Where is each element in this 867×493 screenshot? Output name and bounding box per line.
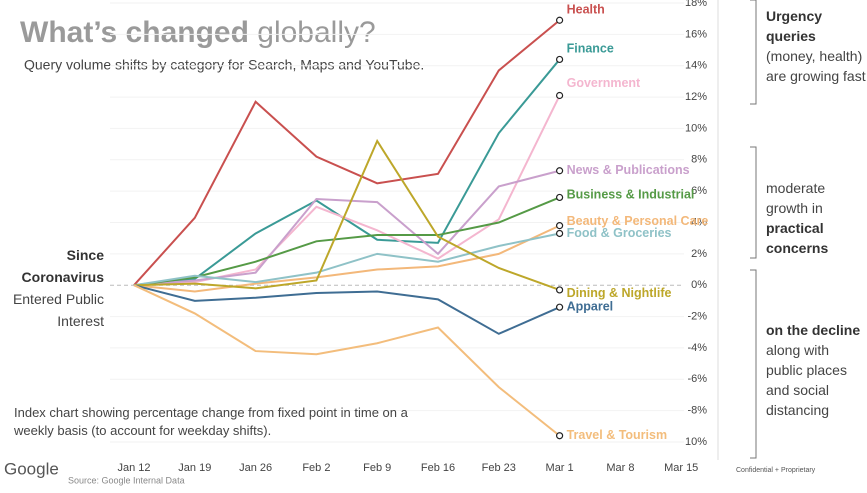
y-tick-label: 14% bbox=[685, 60, 707, 72]
end-marker bbox=[555, 303, 564, 311]
subtitle: Query volume shifts by category for Sear… bbox=[24, 57, 424, 73]
bracket bbox=[750, 0, 757, 105]
end-marker bbox=[555, 91, 564, 100]
note-bold: practical concerns bbox=[766, 220, 829, 256]
x-tick-label: Feb 23 bbox=[482, 462, 516, 474]
end-marker bbox=[555, 432, 564, 440]
series-line bbox=[133, 58, 561, 287]
x-tick-label: Mar 15 bbox=[664, 462, 698, 474]
confidential: Confidential + Proprietary bbox=[736, 467, 816, 474]
series-label: Apparel bbox=[567, 299, 614, 313]
bracket bbox=[750, 269, 757, 459]
series-label: Finance bbox=[567, 42, 614, 56]
series-line bbox=[133, 232, 560, 287]
y-tick-label: 10% bbox=[685, 436, 707, 448]
title-bold: What’s changed bbox=[20, 16, 249, 49]
series-line bbox=[133, 169, 560, 287]
series-line bbox=[133, 19, 561, 286]
right-note: Urgency queries (money, health) are growi… bbox=[766, 6, 866, 86]
x-tick-label: Jan 12 bbox=[117, 462, 150, 474]
end-marker bbox=[555, 229, 564, 238]
y-tick-label: -6% bbox=[687, 373, 707, 385]
series-line bbox=[133, 196, 560, 287]
end-marker bbox=[555, 16, 564, 24]
series-label: Health bbox=[567, 3, 605, 17]
end-marker bbox=[555, 167, 564, 175]
bottom-note: Index chart showing percentage change fr… bbox=[14, 405, 408, 438]
y-tick-label: -4% bbox=[687, 342, 707, 354]
x-tick-label: Feb 16 bbox=[421, 462, 455, 474]
series-line bbox=[133, 284, 561, 335]
y-tick-label: 2% bbox=[691, 248, 707, 260]
end-marker bbox=[555, 193, 564, 202]
y-tick-label: 16% bbox=[685, 28, 707, 40]
series-label: Government bbox=[567, 76, 641, 90]
x-tick-label: Jan 26 bbox=[239, 462, 272, 474]
y-tick-label: 0% bbox=[691, 279, 707, 291]
note-text: (money, health) are growing fast bbox=[766, 48, 866, 84]
y-tick-label: 4% bbox=[691, 216, 707, 228]
title-rest: globally? bbox=[257, 16, 375, 49]
series-label: Business & Industrial bbox=[567, 188, 695, 202]
x-tick-label: Mar 8 bbox=[606, 462, 634, 474]
series-label: Beauty & Personal Care bbox=[567, 214, 709, 228]
end-marker bbox=[555, 286, 564, 294]
end-marker bbox=[555, 222, 564, 230]
note-text: moderate growth in bbox=[766, 180, 826, 216]
y-tick-label: 18% bbox=[685, 0, 707, 9]
x-tick-label: Feb 2 bbox=[302, 462, 330, 474]
series-label: Food & Groceries bbox=[567, 226, 672, 240]
right-note: on the decline along with public places a… bbox=[766, 320, 864, 420]
left-note-bold: Since Coronavirus bbox=[21, 247, 104, 285]
brand: Google bbox=[4, 459, 59, 478]
x-tick-label: Feb 9 bbox=[363, 462, 391, 474]
x-tick-label: Jan 19 bbox=[178, 462, 211, 474]
chart-title: What’s changed globally? bbox=[20, 16, 376, 49]
y-tick-label: -8% bbox=[687, 405, 707, 417]
series-label: Travel & Tourism bbox=[567, 428, 668, 442]
series-label: Dining & Nightlife bbox=[567, 286, 672, 300]
bracket bbox=[750, 146, 757, 259]
end-marker bbox=[555, 55, 564, 64]
series-label: News & Publications bbox=[567, 163, 690, 177]
series-line bbox=[133, 284, 561, 437]
note-text: along with public places and social dist… bbox=[766, 342, 847, 418]
left-note: Since Coronavirus Entered Public Interest bbox=[0, 244, 104, 332]
x-tick-label: Mar 1 bbox=[546, 462, 574, 474]
source: Source: Google Internal Data bbox=[68, 475, 185, 485]
y-tick-label: 12% bbox=[685, 91, 707, 103]
y-tick-label: 6% bbox=[691, 185, 707, 197]
note-bold: on the decline bbox=[766, 322, 861, 338]
y-tick-label: 10% bbox=[685, 122, 707, 134]
y-tick-label: 8% bbox=[691, 154, 707, 166]
right-note: moderate growth in practical concerns bbox=[766, 178, 862, 258]
note-bold: Urgency queries bbox=[766, 8, 823, 44]
series-line bbox=[133, 138, 560, 291]
y-tick-label: -2% bbox=[687, 310, 707, 322]
series-line bbox=[133, 224, 561, 293]
left-note-text: Entered Public Interest bbox=[12, 291, 104, 329]
